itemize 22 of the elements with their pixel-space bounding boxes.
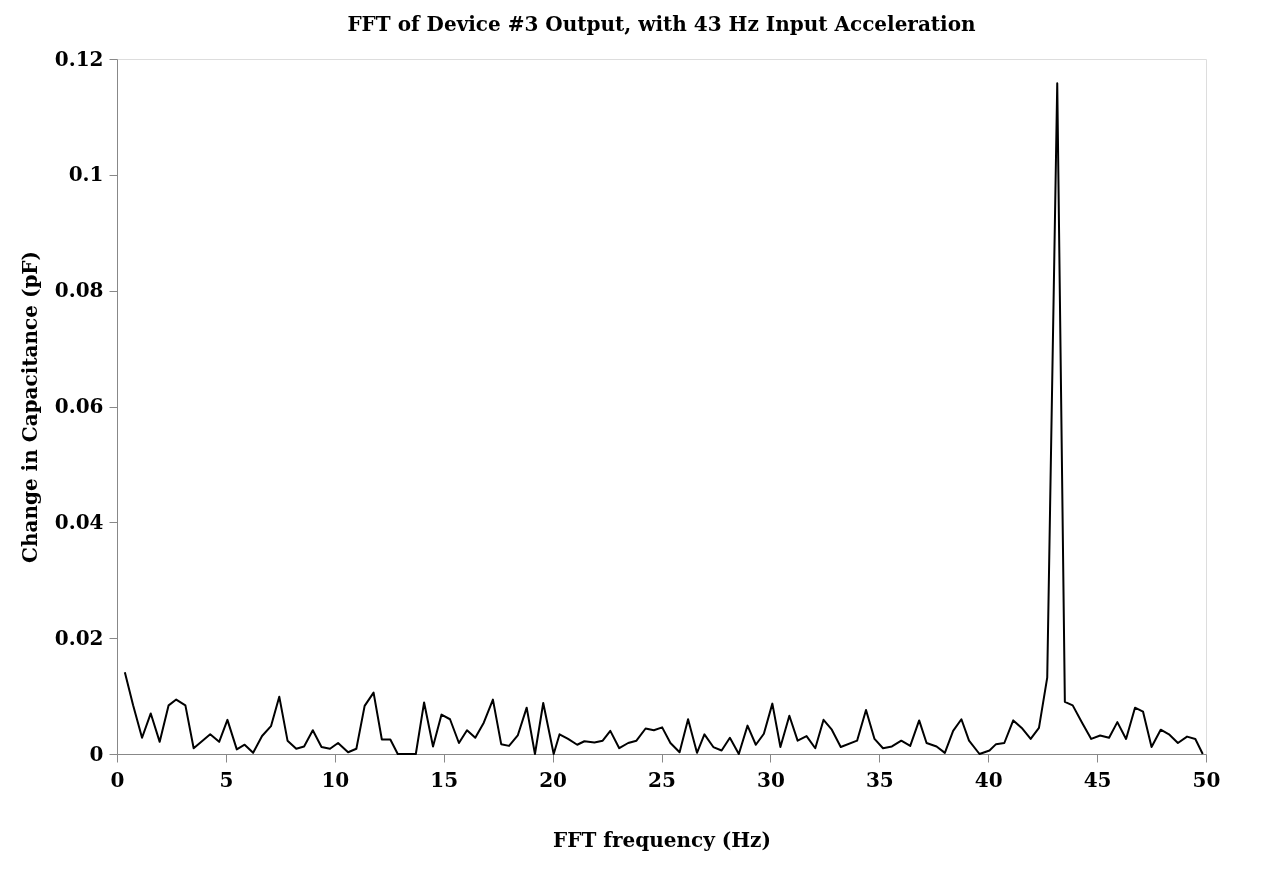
y-axis-title: Change in Capacitance (pF) (17, 250, 42, 564)
x-tick-label: 30 (756, 767, 785, 792)
x-tick-label: 20 (539, 767, 568, 792)
y-tick-label: 0.1 (68, 162, 104, 187)
y-tick-label: 0.06 (54, 394, 104, 418)
x-tick-label: 45 (1083, 767, 1112, 792)
y-tick-label: 0 (89, 741, 104, 766)
y-tick-label: 0.12 (54, 46, 104, 71)
x-tick-label: 50 (1192, 767, 1221, 792)
y-tick-label: 0.08 (54, 278, 104, 303)
x-tick-label: 0 (110, 767, 125, 792)
x-tick-label: 15 (430, 767, 459, 792)
x-tick-label: 35 (865, 767, 894, 792)
x-tick-label: 5 (219, 767, 234, 792)
x-tick-label: 25 (648, 767, 676, 792)
chart-title: FFT of Device #3 Output, with 43 Hz Input Acceleration (347, 12, 977, 36)
y-tick-label: 0.02 (54, 625, 104, 650)
y-tick-label: 0.04 (54, 509, 104, 534)
x-tick-label: 10 (321, 767, 350, 792)
x-tick-label: 40 (974, 767, 1003, 792)
x-axis-title: FFT frequency (Hz) (553, 827, 771, 852)
line-series (123, 82, 1204, 755)
